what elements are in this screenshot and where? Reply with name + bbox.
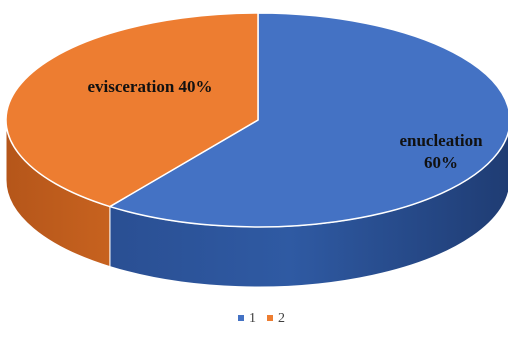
legend-swatch-1	[238, 315, 244, 321]
pie-slice-2	[5, 12, 259, 208]
pie-slice-1	[109, 12, 508, 228]
legend-label-1: 1	[249, 311, 256, 326]
legend-swatch-2	[267, 315, 273, 321]
legend-label-2: 2	[278, 311, 285, 326]
slice-label-2: evisceration 40%	[87, 77, 212, 96]
pie-tops	[5, 12, 508, 228]
slice-label-1: enucleation 60%	[399, 131, 483, 172]
slice-labels: enucleation 60% evisceration 40%	[87, 77, 483, 172]
